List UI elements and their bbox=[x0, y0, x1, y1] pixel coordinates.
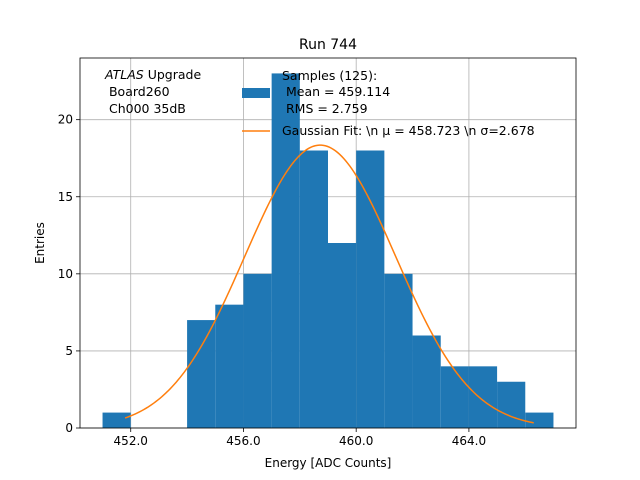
legend-fit-label: Gaussian Fit: \n μ = 458.723 \n σ=2.678 bbox=[282, 123, 535, 138]
histogram-bar bbox=[356, 150, 385, 428]
annotation-line-1: ATLAS Upgrade bbox=[104, 67, 201, 82]
histogram-bar bbox=[525, 412, 554, 428]
x-axis-label: Energy [ADC Counts] bbox=[265, 456, 392, 470]
y-axis-ticks: 0 5 10 15 20 bbox=[58, 113, 80, 435]
legend-samples-line: Samples (125): bbox=[282, 68, 377, 83]
annotation-line-2: Board260 bbox=[105, 84, 170, 99]
histogram-bar bbox=[243, 273, 272, 428]
atlas-annotation: ATLAS Upgrade Board260 Ch000 35dB bbox=[104, 67, 201, 116]
upgrade-label: Upgrade bbox=[144, 67, 202, 82]
y-tick-label: 20 bbox=[58, 113, 73, 127]
annotation-line-3: Ch000 35dB bbox=[105, 101, 186, 116]
y-tick-label: 5 bbox=[65, 344, 73, 358]
legend-rms-line: RMS = 2.759 bbox=[282, 101, 368, 116]
axes-frame bbox=[79, 57, 577, 429]
legend-histogram-patch bbox=[242, 88, 270, 98]
x-axis-ticks: 452.0 456.0 460.0 464.0 bbox=[114, 428, 486, 448]
gaussian-fit-curve bbox=[124, 144, 534, 424]
histogram-bar bbox=[215, 304, 244, 428]
x-tick-label: 452.0 bbox=[114, 434, 148, 448]
histogram-bar bbox=[412, 335, 441, 428]
histogram-bar bbox=[328, 243, 357, 428]
y-tick-label: 0 bbox=[65, 421, 73, 435]
y-axis-label: Entries bbox=[33, 222, 47, 264]
histogram-bar bbox=[102, 412, 131, 428]
y-tick-label: 10 bbox=[58, 267, 73, 281]
histogram-bar bbox=[440, 366, 469, 428]
histogram-bars bbox=[102, 73, 554, 429]
y-tick-label: 15 bbox=[58, 190, 73, 204]
histogram-bar bbox=[384, 273, 413, 428]
x-tick-label: 460.0 bbox=[339, 434, 373, 448]
histogram-bar bbox=[497, 381, 526, 428]
legend: Samples (125): Mean = 459.114 RMS = 2.75… bbox=[242, 68, 535, 138]
histogram-bar bbox=[299, 150, 328, 428]
atlas-label: ATLAS bbox=[104, 67, 144, 82]
x-tick-label: 456.0 bbox=[226, 434, 260, 448]
histogram-bar bbox=[468, 366, 498, 428]
legend-mean-line: Mean = 459.114 bbox=[282, 84, 390, 99]
histogram-bar bbox=[271, 73, 300, 429]
chart-title: Run 744 bbox=[299, 37, 357, 53]
x-tick-label: 464.0 bbox=[452, 434, 486, 448]
histogram-bar bbox=[187, 320, 216, 428]
